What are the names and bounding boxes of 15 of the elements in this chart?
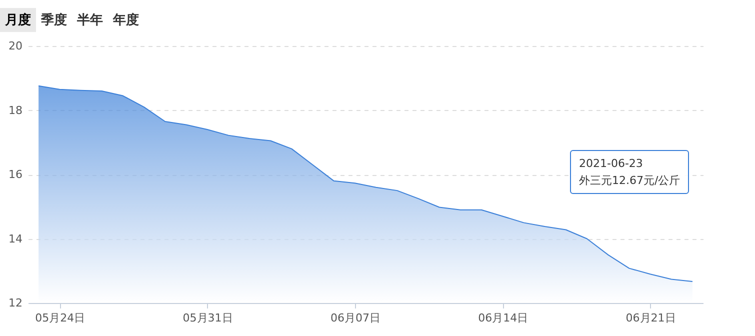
text: 半年 [76, 12, 104, 30]
x-tick-label: 06月14日 [478, 312, 528, 324]
x-tick-label: 05月31日 [182, 312, 233, 324]
y-tick-label: 16 [8, 168, 22, 181]
x-tick-label: 06月07日 [330, 312, 380, 324]
x-tick-label: 05月24日 [35, 312, 86, 324]
text: 季度 [40, 12, 68, 30]
y-tick-label: 18 [8, 104, 22, 117]
annotation: 2021-06-23 外三元12.67元/公斤 [570, 150, 690, 194]
text: 月度 [0, 8, 36, 32]
x-tick-label: 06月21日 [626, 312, 676, 324]
y-tick-label: 12 [8, 296, 22, 310]
text: 年度 [112, 12, 140, 30]
y-tick-label: 14 [8, 232, 22, 246]
y-tick-label: 20 [8, 40, 22, 52]
